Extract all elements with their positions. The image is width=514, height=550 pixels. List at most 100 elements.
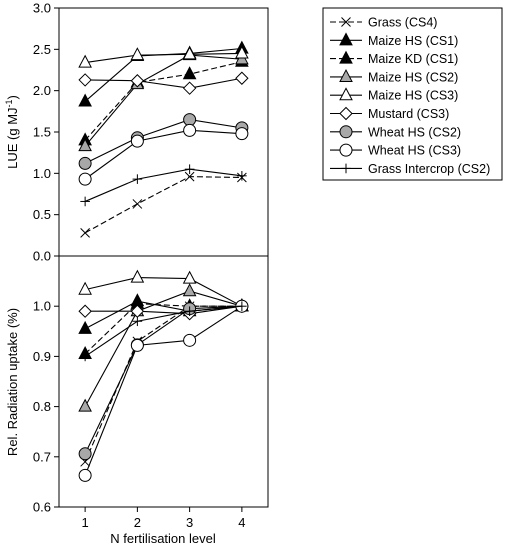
lue-series-line-maize-hs-cs3 <box>85 52 242 64</box>
lue-series-mustard-cs3 <box>78 71 249 95</box>
legend-marker-maize-hs-cs3 <box>339 87 353 101</box>
lue-point-maize-kd-cs1 <box>182 66 197 80</box>
lue-series-line-grass-intercrop-cs2 <box>84 168 242 202</box>
lue-point-maize-hs-cs3 <box>130 47 145 61</box>
legend-label-grass-intercrop-cs2: Grass Intercrop (CS2) <box>368 162 490 176</box>
x-axis-label: N fertilisation level <box>110 531 216 546</box>
lue-point-maize-hs-cs1 <box>78 93 92 107</box>
radiation-y-ticks: 0.6 0.7 0.8 0.9 1.0 <box>33 299 59 515</box>
lue-point-grass-intercrop-cs2 <box>80 196 90 207</box>
legend-entry-maize-hs-cs3: Maize HS (CS3) <box>330 87 458 103</box>
lue-point-mustard-cs3 <box>78 73 92 87</box>
lue-series-line-maize-kd-cs1 <box>84 61 243 141</box>
lue-y-tick-label: 0.0 <box>33 249 51 264</box>
radiation-series-grass-intercrop-cs2 <box>80 301 247 362</box>
lue-y-tick-label: 3.0 <box>33 1 51 16</box>
radiation-y-tick-label: 0.9 <box>33 349 51 364</box>
radiation-point-maize-hs-cs3 <box>130 269 145 283</box>
radiation-series-line-maize-hs-cs2 <box>84 290 243 407</box>
lue-series-wheat-hs-cs2 <box>78 113 249 170</box>
legend-marker-grass-intercrop-cs2 <box>341 163 351 174</box>
radiation-point-grass-intercrop-cs2 <box>184 306 195 317</box>
legend-label-wheat-hs-cs2: Wheat HS (CS2) <box>368 125 461 139</box>
legend: Grass (CS4) Maize HS (CS1) Maize KD (CS1) M… <box>322 7 503 181</box>
radiation-point-maize-hs-cs2 <box>182 283 197 297</box>
radiation-y-tick-label: 0.8 <box>33 399 51 414</box>
radiation-point-wheat-hs-cs3 <box>130 338 144 352</box>
lue-series-maize-hs-cs1 <box>78 40 249 107</box>
lue-y-tick-label: 2.0 <box>33 83 51 98</box>
lue-point-mustard-cs3 <box>130 74 145 88</box>
lue-y-tick-label: 1.5 <box>33 125 51 140</box>
legend-label-grass-cs4: Grass (CS4) <box>368 16 437 30</box>
lue-y-tick-label: 2.5 <box>33 42 51 57</box>
radiation-point-wheat-hs-cs2 <box>78 447 92 461</box>
legend-entry-maize-hs-cs1: Maize HS (CS1) <box>330 32 458 48</box>
radiation-point-wheat-hs-cs3 <box>183 333 197 347</box>
radiation-series-mustard-cs3 <box>78 299 249 321</box>
lue-series-maize-hs-cs3 <box>78 45 249 68</box>
lue-panel: 0.0 0.5 1.0 1.5 2.0 2.5 3.0 LUE (g MJ-1) <box>4 1 269 264</box>
lue-point-wheat-hs-cs3 <box>78 172 92 186</box>
radiation-series-maize-hs-cs2 <box>78 283 249 412</box>
lue-point-maize-hs-cs2 <box>78 138 92 152</box>
radiation-point-mustard-cs3 <box>78 304 92 318</box>
radiation-series-line-wheat-hs-cs3 <box>84 305 243 476</box>
lue-point-grass-intercrop-cs2 <box>184 164 195 174</box>
legend-label-wheat-hs-cs3: Wheat HS (CS3) <box>368 144 461 158</box>
lue-point-mustard-cs3 <box>235 71 249 85</box>
lue-series-line-wheat-hs-cs3 <box>84 129 242 180</box>
lue-point-wheat-hs-cs3 <box>130 134 144 148</box>
lue-series-line-grass-cs4 <box>84 176 242 234</box>
legend-entry-wheat-hs-cs2: Wheat HS (CS2) <box>330 125 461 139</box>
lue-point-mustard-cs3 <box>182 81 197 95</box>
radiation-series-group <box>78 269 249 482</box>
legend-label-maize-hs-cs2: Maize HS (CS2) <box>368 70 458 84</box>
radiation-point-maize-hs-cs1 <box>78 320 92 334</box>
legend-entry-maize-kd-cs1: Maize KD (CS1) <box>330 50 458 66</box>
lue-series-line-mustard-cs3 <box>85 77 242 89</box>
lue-point-grass-intercrop-cs2 <box>132 174 143 184</box>
radiation-series-maize-hs-cs3 <box>78 269 249 312</box>
legend-entry-grass-cs4: Grass (CS4) <box>330 16 437 30</box>
radiation-series-line-wheat-hs-cs2 <box>84 305 242 455</box>
radiation-point-maize-hs-cs2 <box>78 398 92 412</box>
lue-point-wheat-hs-cs2 <box>78 156 92 170</box>
legend-marker-maize-hs-cs1 <box>339 32 353 46</box>
legend-marker-maize-hs-cs2 <box>339 68 353 82</box>
radiation-series-line-maize-kd-cs1 <box>84 303 242 355</box>
lue-point-wheat-hs-cs3 <box>235 127 249 141</box>
radiation-x-ticks: 1 2 3 4 <box>82 507 245 530</box>
legend-entries: Grass (CS4) Maize HS (CS1) Maize KD (CS1) M… <box>330 16 490 176</box>
lue-point-maize-hs-cs3 <box>235 45 249 59</box>
lue-point-grass-intercrop-cs2 <box>237 171 247 181</box>
legend-marker-wheat-hs-cs2 <box>339 125 353 139</box>
lue-y-tick-label: 1.0 <box>33 166 51 181</box>
lue-point-grass-cs4 <box>184 171 195 182</box>
lue-point-maize-hs-cs3 <box>78 54 92 68</box>
lue-series-wheat-hs-cs3 <box>78 123 249 186</box>
radiation-point-grass-intercrop-cs2 <box>132 316 143 327</box>
lue-series-line-maize-hs-cs2 <box>84 54 242 147</box>
lue-series-grass-intercrop-cs2 <box>80 164 247 207</box>
radiation-panel: 0.6 0.7 0.8 0.9 1.0 1 2 3 4 Rel. Radiation upta… <box>5 255 269 546</box>
lue-series-grass-cs4 <box>80 171 247 238</box>
legend-label-maize-hs-cs1: Maize HS (CS1) <box>368 34 458 48</box>
radiation-point-maize-hs-cs3 <box>182 270 197 284</box>
lue-series-line-wheat-hs-cs2 <box>84 119 242 164</box>
lue-point-grass-cs4 <box>132 199 143 209</box>
legend-frame <box>322 7 503 181</box>
legend-entry-mustard-cs3: Mustard (CS3) <box>330 106 449 121</box>
radiation-plot-frame <box>58 255 269 508</box>
radiation-series-line-grass-cs4 <box>84 305 242 463</box>
lue-series-maize-kd-cs1 <box>78 53 249 146</box>
lue-point-wheat-hs-cs3 <box>183 123 197 137</box>
x-tick-label: 1 <box>82 515 89 530</box>
x-tick-label: 2 <box>134 515 141 530</box>
legend-label-maize-hs-cs3: Maize HS (CS3) <box>368 89 458 103</box>
lue-y-tick-label: 0.5 <box>33 207 51 222</box>
legend-marker-wheat-hs-cs3 <box>339 143 353 157</box>
legend-entry-wheat-hs-cs3: Wheat HS (CS3) <box>330 143 461 158</box>
radiation-point-grass-intercrop-cs2 <box>237 301 247 311</box>
x-tick-label: 4 <box>238 515 245 530</box>
